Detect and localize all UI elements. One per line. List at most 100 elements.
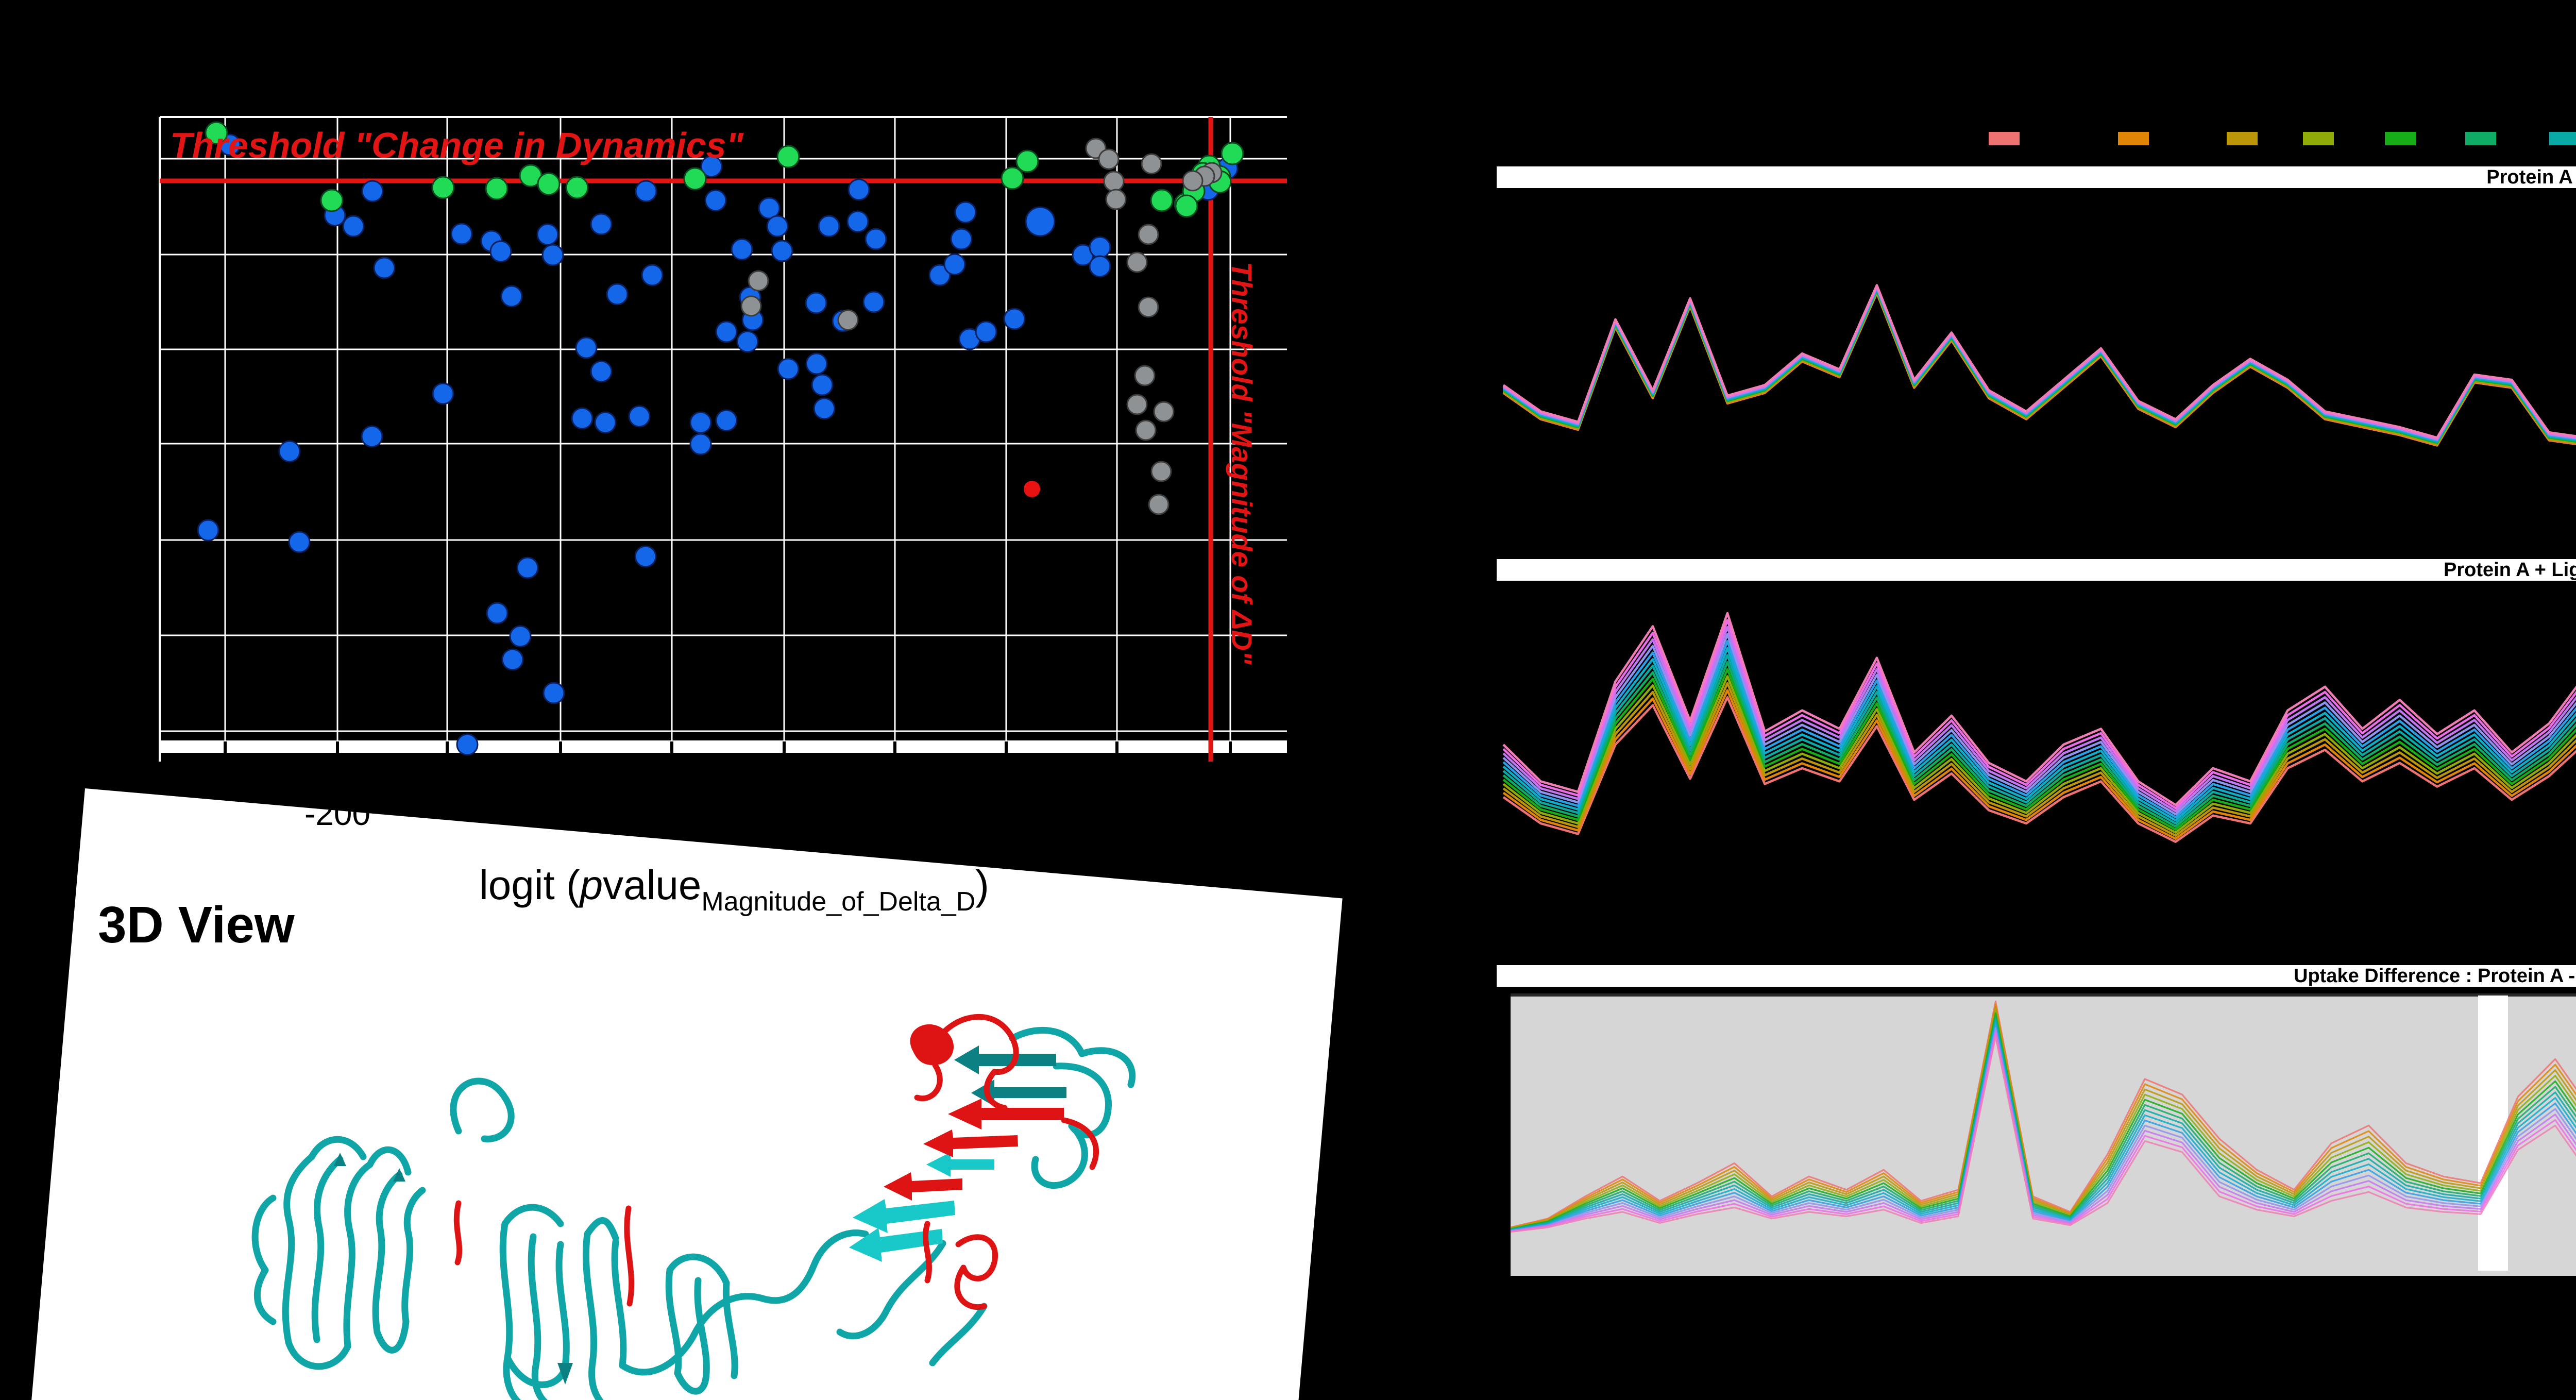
scatter-dot-green[interactable]	[537, 172, 561, 196]
scatter-dot-blue[interactable]	[813, 397, 836, 420]
scatter-dot-blue[interactable]	[736, 330, 759, 353]
scatter-dot-gray[interactable]	[1134, 365, 1156, 386]
scatter-dot-blue[interactable]	[590, 213, 613, 235]
scatter-dot-blue[interactable]	[641, 264, 664, 286]
scatter-dot-green[interactable]	[1001, 166, 1024, 190]
scatter-dot-green[interactable]	[776, 145, 800, 168]
scatter-dot-blue[interactable]	[536, 223, 559, 246]
scatter-dot-gray[interactable]	[1103, 171, 1125, 192]
uptake-chart-protein-a[interactable]	[1502, 211, 2576, 536]
scatter-dot-green[interactable]	[431, 176, 455, 199]
scatter-dot-green[interactable]	[485, 177, 509, 200]
uptake-chart-protein-a-ligand[interactable]	[1502, 567, 2576, 891]
scatter-dot-blue[interactable]	[805, 292, 827, 314]
scatter-dot-green[interactable]	[320, 189, 344, 212]
scatter-dot-gray[interactable]	[1182, 170, 1204, 192]
legend-swatch-orange[interactable]	[2118, 132, 2149, 145]
scatter-dot-blue[interactable]	[486, 602, 509, 625]
scatter-dot-red[interactable]	[1024, 481, 1040, 497]
protein-ribbon[interactable]	[216, 1002, 1170, 1400]
scatter-dot-blue[interactable]	[489, 240, 512, 263]
scatter-dot-blue[interactable]	[975, 321, 997, 343]
scatter-dot-blue[interactable]	[373, 257, 396, 279]
scatter-dot-blue[interactable]	[943, 253, 966, 276]
scatter-dot-gray[interactable]	[1126, 251, 1148, 273]
scatter-dot-blue[interactable]	[771, 240, 793, 262]
scatter-dot-blue[interactable]	[575, 336, 598, 359]
scatter-dot-green[interactable]	[1221, 142, 1244, 165]
scatter-dot-blue[interactable]	[862, 291, 885, 313]
scatter-dot-gray[interactable]	[748, 270, 769, 292]
scatter-dot-blue[interactable]	[342, 215, 365, 238]
scatter-dot-blue[interactable]	[731, 238, 753, 261]
scatter-dot-blue[interactable]	[1089, 255, 1111, 278]
scatter-dot-gray[interactable]	[1098, 148, 1120, 170]
scatter-dot-blue[interactable]	[758, 197, 781, 220]
scatter-dot-blue[interactable]	[278, 440, 301, 463]
scatter-dot-blue[interactable]	[450, 223, 473, 245]
legend-swatch-gold[interactable]	[2227, 132, 2258, 145]
legend-swatch-green[interactable]	[2385, 132, 2416, 145]
scatter-dot-blue[interactable]	[509, 625, 532, 648]
legend-swatch-sea-green[interactable]	[2465, 132, 2496, 145]
scatter-dot-blue[interactable]	[818, 215, 840, 238]
scatter-dot-gray[interactable]	[1138, 296, 1159, 318]
scatter-dot-blue[interactable]	[197, 519, 219, 542]
scatter-dot-blue[interactable]	[635, 180, 657, 203]
scatter-dot-blue[interactable]	[543, 682, 565, 704]
scatter-dot-blue[interactable]	[777, 358, 800, 380]
scatter-dot-gray[interactable]	[1126, 394, 1148, 415]
scatter-dot-blue[interactable]	[606, 283, 629, 306]
scatter-dot-blue[interactable]	[288, 531, 311, 553]
scatter-dot-blue[interactable]	[516, 556, 539, 579]
scatter-dot-blue[interactable]	[766, 215, 789, 238]
scatter-dot-blue[interactable]	[594, 411, 617, 434]
uptake-difference-chart[interactable]	[1510, 947, 2576, 1288]
scatter-dot-blue[interactable]	[928, 264, 951, 286]
scatter-dot-blue[interactable]	[541, 244, 564, 266]
scatter-dot-blue[interactable]	[715, 321, 738, 343]
scatter-dot-gray[interactable]	[740, 295, 762, 317]
scatter-dot-blue[interactable]	[848, 178, 870, 201]
scatter-dot-blue[interactable]	[456, 733, 479, 756]
scatter-dot-blue[interactable]	[1025, 206, 1056, 237]
scatter-dot-blue[interactable]	[700, 155, 723, 178]
scatter-dot-gray[interactable]	[1153, 401, 1175, 423]
scatter-dot-gray[interactable]	[1148, 494, 1170, 515]
volcano-plot[interactable]	[0, 0, 1391, 876]
scatter-dot-blue[interactable]	[1003, 308, 1026, 330]
scatter-dot-blue[interactable]	[950, 228, 973, 250]
scatter-dot-green[interactable]	[1015, 149, 1039, 173]
scatter-dot-blue[interactable]	[689, 411, 712, 434]
scatter-dot-blue[interactable]	[590, 360, 613, 383]
scatter-dot-blue[interactable]	[865, 228, 887, 250]
scatter-dot-blue[interactable]	[571, 407, 594, 430]
scatter-dot-gray[interactable]	[1105, 189, 1127, 210]
scatter-dot-green[interactable]	[1175, 194, 1198, 218]
scatter-dot-green[interactable]	[205, 121, 228, 145]
scatter-dot-blue[interactable]	[500, 285, 523, 308]
scatter-dot-blue[interactable]	[501, 648, 524, 671]
scatter-dot-blue[interactable]	[361, 180, 384, 203]
scatter-dot-blue[interactable]	[1089, 236, 1111, 259]
scatter-dot-blue[interactable]	[689, 433, 712, 456]
scatter-dot-blue[interactable]	[634, 545, 657, 568]
scatter-dot-blue[interactable]	[704, 189, 727, 212]
legend-swatch-olive[interactable]	[2303, 132, 2334, 145]
scatter-dot-green[interactable]	[683, 167, 707, 191]
scatter-dot-gray[interactable]	[1138, 224, 1159, 245]
scatter-dot-blue[interactable]	[954, 201, 977, 224]
scatter-dot-blue[interactable]	[846, 210, 869, 233]
scatter-dot-blue[interactable]	[432, 382, 454, 405]
scatter-dot-blue[interactable]	[811, 374, 834, 396]
scatter-dot-green[interactable]	[565, 176, 589, 199]
scatter-dot-green[interactable]	[1150, 189, 1174, 212]
scatter-dot-gray[interactable]	[837, 309, 859, 331]
scatter-dot-blue[interactable]	[805, 352, 828, 375]
legend-swatch-salmon[interactable]	[1989, 132, 2020, 145]
scatter-dot-blue[interactable]	[361, 425, 383, 448]
legend-swatch-teal[interactable]	[2549, 132, 2576, 145]
scatter-dot-gray[interactable]	[1141, 153, 1162, 175]
scatter-dot-blue[interactable]	[628, 405, 651, 428]
scatter-dot-gray[interactable]	[1150, 461, 1172, 482]
